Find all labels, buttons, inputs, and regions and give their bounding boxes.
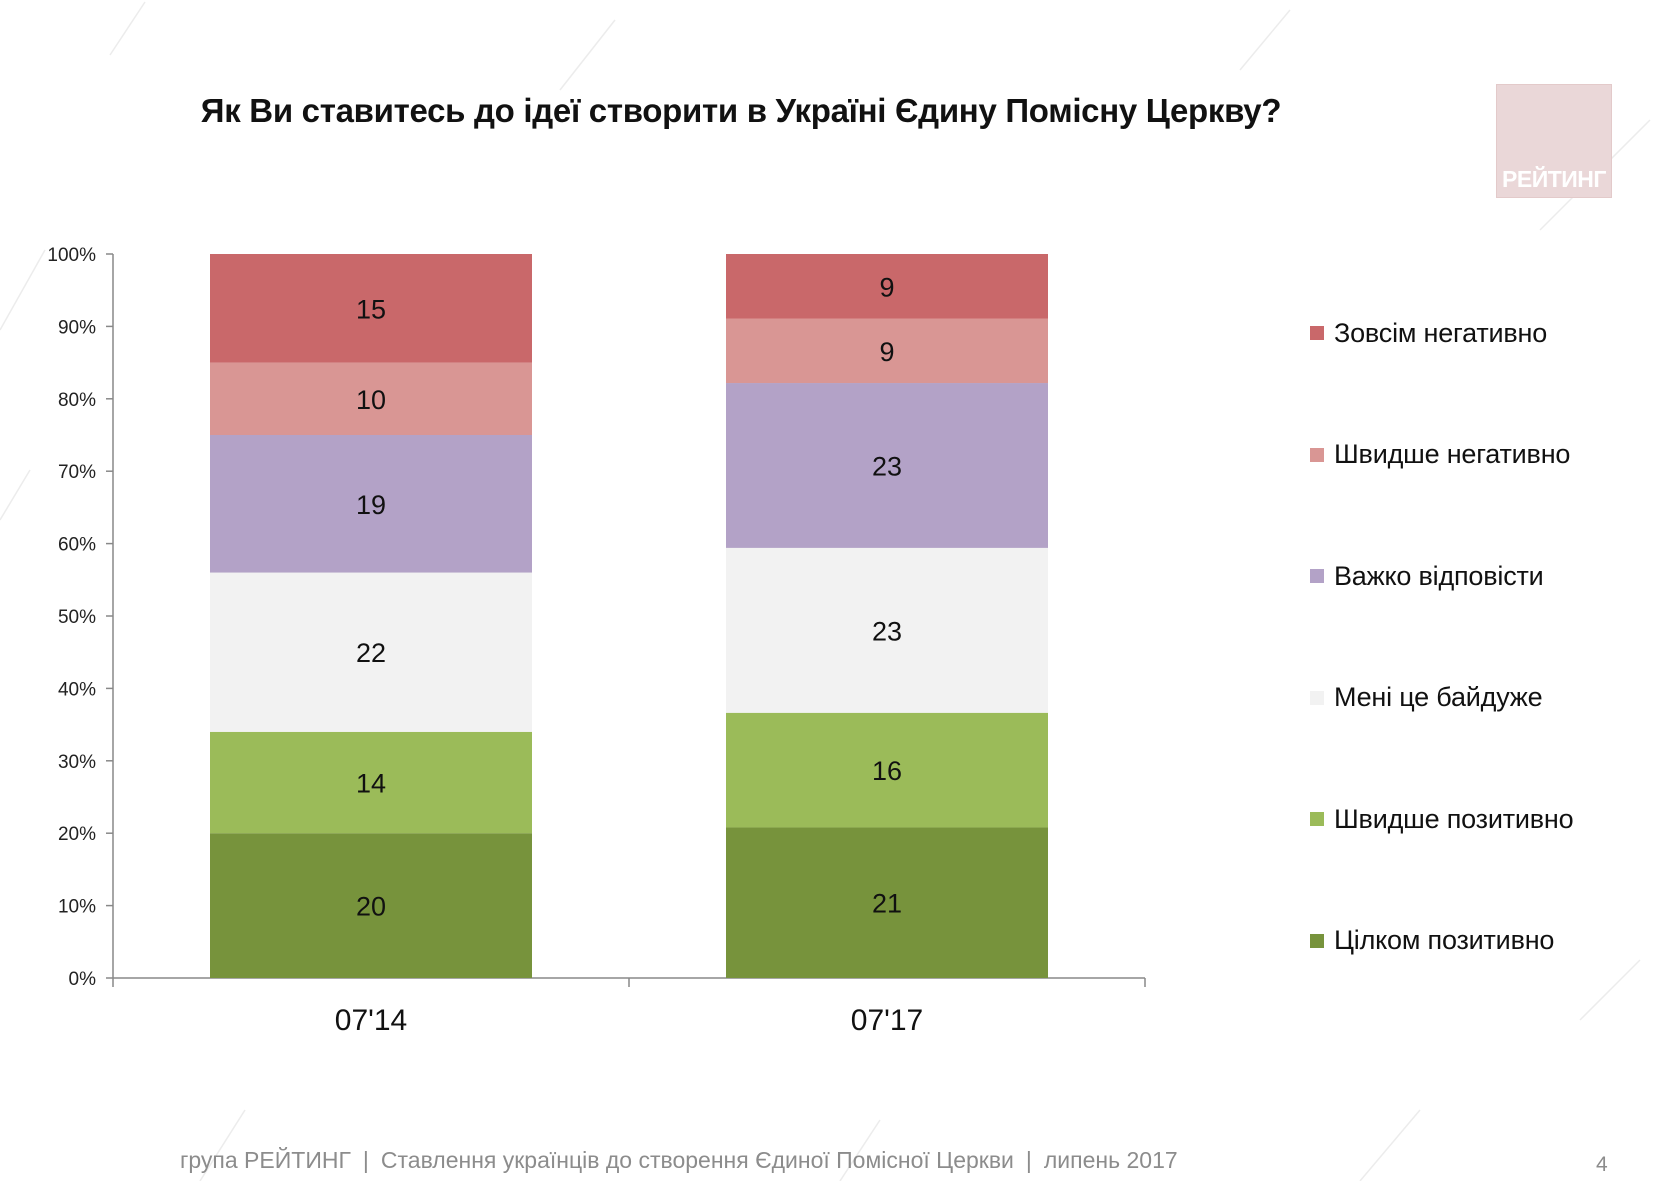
legend-label: Важко відповісти [1334, 560, 1544, 591]
footer-separator: | [362, 1147, 369, 1173]
chart-title: Як Ви ставитесь до ідеї створити в Украї… [200, 92, 1282, 129]
legend-item: Цілком позитивно [1310, 924, 1554, 958]
legend-swatch [1310, 812, 1324, 826]
bar-segment [210, 731, 532, 834]
y-tick-label: 90% [58, 317, 96, 338]
bar-segment [210, 435, 532, 573]
logo-text: РЕЙТИНГ [1502, 166, 1606, 192]
data-label: 9 [879, 337, 894, 367]
bar-segment [726, 712, 1048, 828]
bar-segment [210, 572, 532, 732]
legend-label: Зовсім негативно [1334, 317, 1548, 348]
legend-label: Швидше негативно [1334, 439, 1571, 469]
rating-logo: РЕЙТИНГ [1496, 84, 1612, 198]
bar-segment [210, 833, 532, 978]
legend-swatch [1310, 569, 1324, 583]
bar-segment [726, 827, 1048, 978]
y-tick-label: 30% [58, 752, 96, 773]
data-label: 16 [872, 756, 902, 786]
y-tick-label: 40% [58, 679, 96, 700]
page-number: 4 [1596, 1153, 1608, 1176]
y-tick-label: 50% [58, 607, 96, 628]
bar-segment [210, 362, 532, 435]
y-tick-label: 60% [58, 535, 96, 556]
data-label: 19 [356, 490, 386, 520]
data-label: 21 [872, 889, 902, 919]
legend-item: Важко відповісти [1310, 559, 1544, 593]
y-tick-label: 100% [47, 245, 96, 266]
y-tick-label: 0% [69, 969, 97, 990]
legend-swatch [1310, 326, 1324, 340]
footer: група РЕЙТИНГ | Ставлення українців до ств… [180, 1147, 1178, 1174]
data-label: 10 [356, 385, 386, 415]
legend-swatch [1310, 690, 1324, 705]
legend-swatch [1310, 933, 1324, 948]
legend-item: Мені це байдуже [1310, 681, 1543, 715]
footer-org: група РЕЙТИНГ [180, 1147, 351, 1173]
x-tick-label: 07'14 [335, 1004, 407, 1037]
y-tick-label: 70% [58, 462, 96, 483]
data-label: 23 [872, 451, 902, 481]
y-tick-label: 80% [58, 390, 96, 411]
bar-segment [726, 318, 1048, 384]
bar-segment [210, 254, 532, 363]
footer-subject: Ставлення українців до створення Єдиної … [380, 1147, 1014, 1173]
data-label: 22 [356, 638, 386, 668]
legend-item: Швидше позитивно [1310, 802, 1574, 836]
footer-separator: | [1025, 1147, 1032, 1173]
y-tick-label: 20% [58, 824, 96, 845]
legend-label: Мені це байдуже [1334, 682, 1543, 712]
bar-segment [726, 547, 1048, 713]
data-label: 9 [879, 272, 894, 302]
legend-swatch [1310, 447, 1324, 462]
bar-segment [726, 254, 1048, 319]
data-label: 15 [356, 294, 386, 324]
footer-date: липень 2017 [1043, 1147, 1178, 1173]
legend-label: Цілком позитивно [1334, 925, 1555, 955]
legend-label: Швидше позитивно [1334, 803, 1574, 834]
legend-item: Швидше негативно [1310, 438, 1570, 472]
data-label: 14 [356, 769, 386, 799]
data-label: 20 [356, 892, 386, 922]
legend-item: Зовсім негативно [1310, 316, 1547, 350]
y-tick-label: 10% [58, 897, 96, 918]
bar-segment [726, 383, 1048, 548]
data-label: 23 [872, 616, 902, 646]
x-tick-label: 07'17 [851, 1004, 923, 1037]
